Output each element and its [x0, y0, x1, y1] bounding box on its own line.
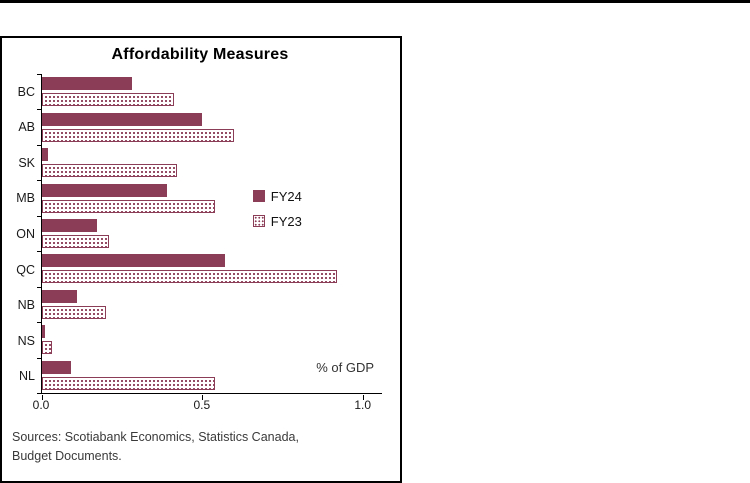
source-line-1: Sources: Scotiabank Economics, Statistic…: [12, 430, 299, 444]
x-tick-label: 1.0: [354, 398, 372, 412]
chart-body: BC AB SK MB ON QC NB NS NL FY24 FY23 % of GDP: [10, 74, 382, 400]
source-line-2: Budget Documents.: [12, 448, 122, 463]
bar-group-qc: [42, 251, 382, 286]
legend-label-fy23: FY23: [270, 213, 302, 229]
bar-fy24-on: [42, 218, 97, 232]
y-tick-mark: [37, 144, 41, 146]
bar-group-bc: [42, 74, 382, 109]
bar-group-nb: [42, 287, 382, 322]
bar-group-on: [42, 216, 382, 251]
category-label-ns: NS: [17, 333, 35, 348]
x-tick-mark: [202, 395, 204, 400]
legend: FY24 FY23: [252, 188, 302, 229]
bar-fy23-sk: [42, 164, 177, 178]
bar-fy23-qc: [42, 270, 338, 284]
bar-fy24-nb: [42, 289, 78, 303]
y-tick-mark: [37, 251, 41, 253]
y-tick-mark: [37, 180, 41, 182]
bar-fy23-ab: [42, 128, 235, 142]
y-tick-mark: [37, 215, 41, 217]
category-label-on: ON: [16, 227, 35, 242]
bar-fy24-mb: [42, 183, 168, 197]
y-tick-mark: [37, 74, 41, 75]
legend-label-fy24: FY24: [270, 188, 302, 204]
top-rule: [0, 0, 750, 3]
category-label-ab: AB: [18, 120, 35, 135]
category-label-nl: NL: [19, 369, 35, 384]
bar-group-sk: [42, 145, 382, 180]
bar-fy23-nl: [42, 376, 216, 390]
bar-group-nl: [42, 358, 382, 393]
category-label-qc: QC: [16, 262, 35, 277]
y-tick-mark: [37, 322, 41, 324]
y-tick-mark: [37, 393, 41, 394]
category-axis: BC AB SK MB ON QC NB NS NL: [10, 74, 41, 394]
x-tick-mark: [42, 395, 43, 400]
bar-fy24-sk: [42, 148, 49, 162]
bar-fy23-nb: [42, 305, 107, 319]
bar-group-mb: [42, 180, 382, 215]
bar-fy23-bc: [42, 93, 174, 107]
bar-fy24-nl: [42, 360, 71, 374]
bar-fy24-bc: [42, 77, 132, 91]
source-note: Sources: Scotiabank Economics, Statistic…: [10, 428, 390, 466]
x-axis-unit-label: % of GDP: [316, 360, 374, 375]
legend-item-fy23: FY23: [252, 213, 302, 229]
bar-fy24-ns: [42, 325, 46, 339]
fy24-swatch-icon: [252, 190, 265, 203]
y-tick-mark: [37, 357, 41, 359]
bar-fy23-mb: [42, 199, 216, 213]
x-axis-tick-labels: 0.0 0.5 1.0: [33, 398, 382, 414]
chart-title: Affordability Measures: [111, 46, 289, 63]
y-tick-mark: [37, 109, 41, 111]
bar-fy23-on: [42, 234, 110, 248]
bar-group-ns: [42, 322, 382, 357]
x-tick-label: 0.0: [32, 398, 50, 412]
category-label-nb: NB: [17, 298, 35, 313]
x-tick-mark: [362, 395, 364, 400]
plot-area: FY24 FY23 % of GDP: [37, 74, 382, 400]
bar-fy24-ab: [42, 112, 203, 126]
fy23-swatch-icon: [252, 215, 265, 228]
category-label-bc: BC: [17, 84, 35, 99]
y-tick-mark: [37, 286, 41, 288]
category-label-sk: SK: [18, 155, 35, 170]
x-tick-label: 0.5: [193, 398, 211, 412]
chart-card: Affordability Measures BC AB SK MB ON QC NB NS N…: [0, 36, 402, 483]
category-label-mb: MB: [16, 191, 35, 206]
bar-fy24-qc: [42, 254, 225, 268]
bar-group-ab: [42, 109, 382, 144]
legend-item-fy24: FY24: [252, 188, 302, 204]
bar-fy23-ns: [42, 341, 52, 355]
